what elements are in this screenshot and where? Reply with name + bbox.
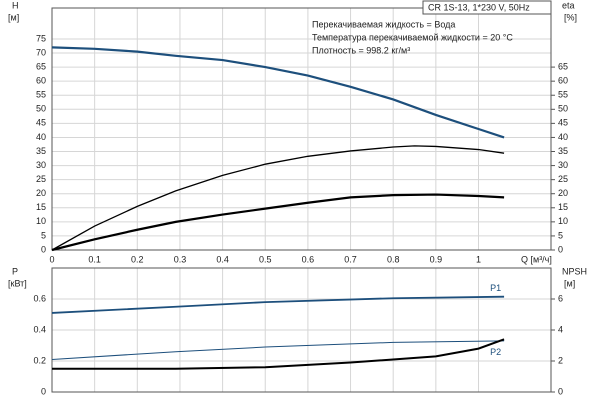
- y2-axis-unit: [м]: [564, 278, 575, 288]
- x-tick-label: 1: [476, 254, 481, 264]
- y-axis-unit: [м]: [8, 12, 19, 22]
- y-tick-label: 0.2: [33, 355, 46, 365]
- y2-tick-label: 15: [558, 202, 568, 212]
- x-tick-label: 0.6: [302, 254, 315, 264]
- y2-tick-label: 65: [558, 61, 568, 71]
- x-tick-label: 0.9: [430, 254, 443, 264]
- series-label: P2: [490, 347, 501, 357]
- y-tick-label: 5: [41, 230, 46, 240]
- x-tick-label: 0.7: [344, 254, 357, 264]
- y2-tick-label: 25: [558, 174, 568, 184]
- y2-tick-label: 50: [558, 104, 568, 114]
- y2-tick-label: 0: [558, 244, 563, 254]
- y2-tick-label: 55: [558, 90, 568, 100]
- y-tick-label: 60: [36, 76, 46, 86]
- y2-axis-label: NPSH: [562, 266, 587, 276]
- y-axis-label: P: [12, 266, 18, 276]
- curve: [51, 145, 505, 251]
- y-tick-label: 55: [36, 90, 46, 100]
- curve: [51, 193, 505, 252]
- y2-axis-unit: [%]: [564, 12, 577, 22]
- y2-tick-label: 45: [558, 118, 568, 128]
- y-tick-label: 20: [36, 188, 46, 198]
- x-tick-label: 0.8: [387, 254, 400, 264]
- y-axis-label: H: [12, 0, 19, 10]
- y-tick-label: 0: [41, 244, 46, 254]
- curve: [52, 338, 505, 370]
- y-tick-label: 35: [36, 146, 46, 156]
- y-tick-label: 25: [36, 174, 46, 184]
- y2-tick-label: 40: [558, 132, 568, 142]
- x-axis-label: Q [м³/ч]: [521, 254, 552, 264]
- x-tick-label: 0.1: [88, 254, 101, 264]
- curve: [51, 340, 505, 360]
- y-tick-label: 0: [41, 386, 46, 396]
- y-tick-label: 65: [36, 61, 46, 71]
- y-tick-label: 0.4: [33, 324, 46, 334]
- y-tick-label: 0.6: [33, 293, 46, 303]
- y2-tick-label: 20: [558, 188, 568, 198]
- x-tick-label: 0.5: [259, 254, 272, 264]
- y-tick-label: 10: [36, 216, 46, 226]
- annotation: Перекачиваемая жидкость = Вода: [312, 19, 455, 29]
- y2-tick-label: 2: [558, 355, 563, 365]
- y2-tick-label: 4: [558, 324, 563, 334]
- y2-tick-label: 60: [558, 76, 568, 86]
- x-tick-label: 0.3: [174, 254, 187, 264]
- x-tick-label: 0: [49, 254, 54, 264]
- annotation: Температура перекачиваемой жидкости = 20…: [312, 32, 513, 42]
- y-tick-label: 40: [36, 132, 46, 142]
- y2-tick-label: 5: [558, 230, 563, 240]
- y-tick-label: 70: [36, 47, 46, 57]
- y2-tick-label: 10: [558, 216, 568, 226]
- y-tick-label: 50: [36, 104, 46, 114]
- annotation: Плотность = 998.2 кг/м³: [312, 45, 410, 55]
- y2-tick-label: 30: [558, 160, 568, 170]
- plot-frame: [51, 7, 552, 251]
- y2-axis-label: eta: [562, 0, 575, 10]
- title-box: [422, 0, 552, 15]
- curve: [51, 46, 505, 139]
- y2-tick-label: 6: [558, 293, 563, 303]
- y-tick-label: 45: [36, 118, 46, 128]
- chart-title: CR 1S-13, 1*230 V, 50Hz: [428, 2, 530, 12]
- x-tick-label: 0.4: [216, 254, 229, 264]
- curve: [51, 295, 505, 314]
- series-label: P1: [490, 283, 501, 293]
- plot-frame: [51, 267, 552, 393]
- y2-tick-label: 35: [558, 146, 568, 156]
- y2-tick-label: 0: [558, 386, 563, 396]
- y-tick-label: 15: [36, 202, 46, 212]
- y-axis-unit: [кВт]: [8, 278, 27, 288]
- x-tick-label: 0.2: [131, 254, 144, 264]
- y-tick-label: 75: [36, 33, 46, 43]
- y-tick-label: 30: [36, 160, 46, 170]
